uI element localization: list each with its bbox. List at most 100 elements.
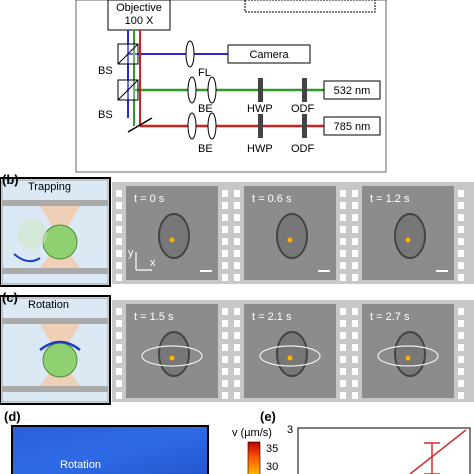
sprocket [234, 226, 240, 233]
sprocket [352, 320, 358, 327]
odf [302, 78, 307, 102]
sprocket [234, 356, 240, 363]
cell-image [276, 331, 308, 377]
panel-title: Rotation [28, 299, 69, 311]
sprocket [340, 380, 346, 387]
sprocket [352, 190, 358, 197]
colorbar [247, 441, 261, 474]
scale-bar [200, 270, 212, 272]
camera-box [227, 44, 311, 64]
sprocket [222, 274, 228, 281]
sprocket [458, 226, 464, 233]
mirror [127, 117, 153, 133]
sprocket [352, 344, 358, 351]
sprocket [340, 308, 346, 315]
hwp [258, 78, 263, 102]
cell-image [276, 213, 308, 259]
sprocket [234, 344, 240, 351]
frame-time: t = 1.2 s [370, 193, 410, 205]
sprocket [222, 380, 228, 387]
sprocket [340, 190, 346, 197]
trap-spot [287, 355, 293, 361]
sprocket [352, 332, 358, 339]
laser-label: 785 nm [334, 121, 371, 133]
beam-splitter [117, 43, 139, 65]
sprocket [458, 274, 464, 281]
sprocket [352, 238, 358, 245]
sprocket [458, 238, 464, 245]
arrow [13, 253, 41, 263]
sprocket [352, 250, 358, 257]
lens [207, 76, 217, 104]
sprocket [340, 250, 346, 257]
sprocket [234, 238, 240, 245]
rotation-arrow [141, 345, 203, 367]
sprocket [458, 308, 464, 315]
panel-b: (b) Trapping t = 0 s t = 0.6 s t = 1.2 s y x [0, 172, 474, 287]
panel-label: (c) [2, 290, 18, 305]
objective-label: Objective [116, 2, 162, 14]
sprocket [340, 332, 346, 339]
sprocket [222, 214, 228, 221]
sprocket [116, 332, 122, 339]
sprocket [234, 320, 240, 327]
frame-time: t = 0.6 s [252, 193, 292, 205]
trap-spot [405, 237, 411, 243]
fl-label: FL [198, 67, 211, 79]
cell-ghost [17, 219, 47, 249]
sprocket [458, 368, 464, 375]
sprocket [222, 262, 228, 269]
axis-label: x [150, 257, 156, 269]
sprocket [234, 274, 240, 281]
sprocket [458, 380, 464, 387]
laser-label: 532 nm [334, 85, 371, 97]
laser-box [323, 116, 381, 136]
trap-spot [405, 355, 411, 361]
be-label: BE [198, 143, 213, 155]
panel-label: (d) [4, 409, 21, 424]
axes [297, 427, 471, 474]
sprocket [234, 308, 240, 315]
sprocket [116, 238, 122, 245]
sprocket [222, 368, 228, 375]
sprocket [458, 332, 464, 339]
sprocket [352, 392, 358, 399]
panel-d: (d) Rotation v (µm/s) 35 30 [4, 409, 278, 474]
lens [185, 40, 195, 68]
cell [42, 224, 78, 260]
sprocket [340, 344, 346, 351]
sprocket [352, 202, 358, 209]
sprocket [352, 274, 358, 281]
sprocket [222, 238, 228, 245]
odf-label: ODF [291, 103, 315, 115]
arrow [39, 340, 81, 351]
frame-time: t = 2.7 s [370, 311, 410, 323]
odf [302, 114, 307, 138]
sprocket [234, 190, 240, 197]
axis-label: y [128, 247, 134, 259]
colorbar-title: v (µm/s) [232, 427, 272, 439]
sprocket [116, 356, 122, 363]
cell-image [394, 213, 426, 259]
sprocket [234, 214, 240, 221]
sprocket [234, 202, 240, 209]
magnification-label: 100 X [125, 15, 154, 27]
sprocket [222, 250, 228, 257]
sprocket [116, 226, 122, 233]
sprocket [458, 344, 464, 351]
sprocket [458, 356, 464, 363]
sprocket [340, 356, 346, 363]
sprocket [234, 250, 240, 257]
sprocket [116, 344, 122, 351]
slide [2, 318, 108, 324]
heatmap-label: Rotation [60, 459, 101, 471]
sprocket [340, 274, 346, 281]
sprocket [116, 320, 122, 327]
sprocket [234, 262, 240, 269]
slide [2, 386, 108, 392]
panel-c: (c) Rotation t = 1.5 s t = 2.1 s t = 2.7 s [0, 290, 474, 405]
sprocket [458, 190, 464, 197]
sprocket [234, 392, 240, 399]
sprocket [352, 308, 358, 315]
